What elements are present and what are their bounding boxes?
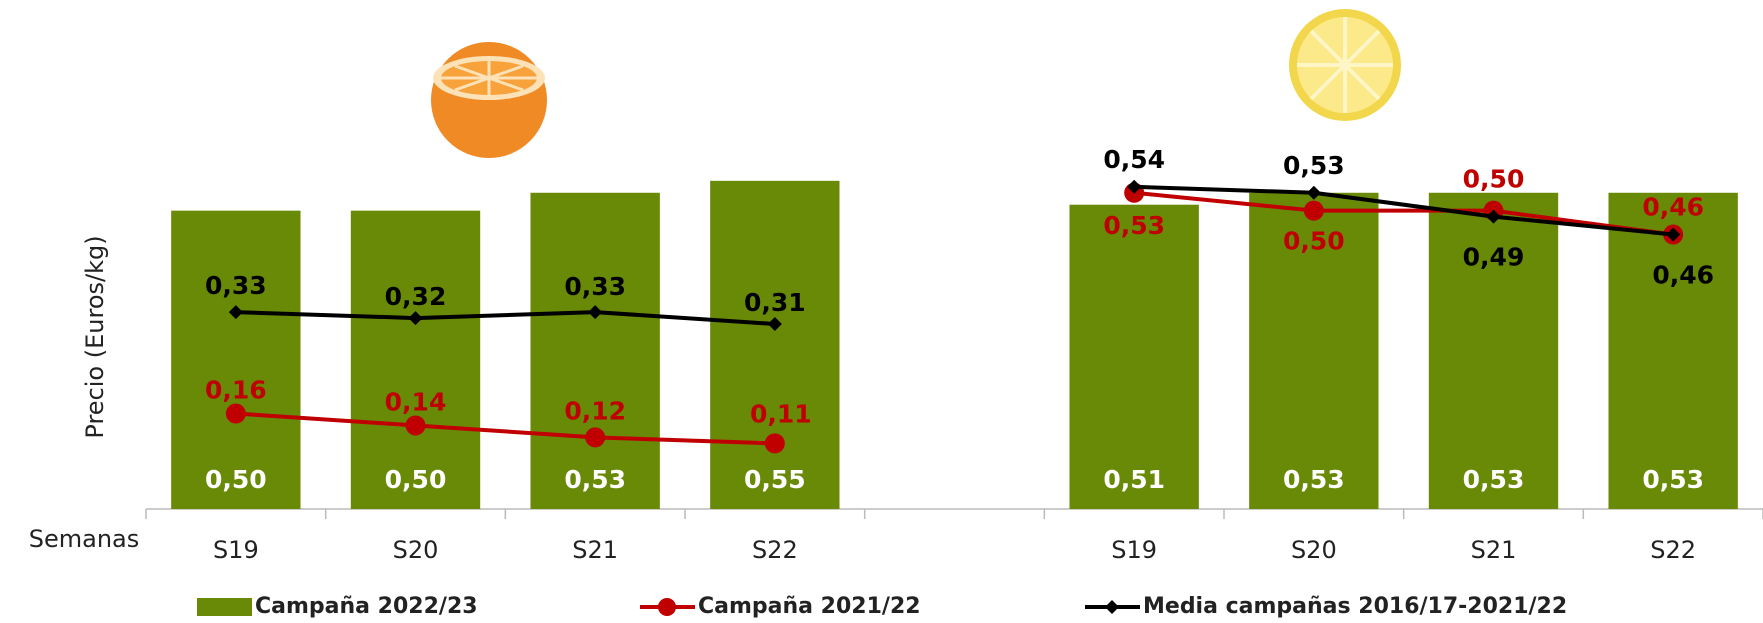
x-axis-label: Semanas: [29, 525, 140, 553]
line-value-label: 0,33: [205, 271, 267, 300]
x-tick-label: S21: [572, 536, 618, 564]
bar: [1429, 193, 1558, 509]
line-value-label: 0,12: [564, 396, 626, 425]
x-tick-label: S22: [752, 536, 798, 564]
chart: Precio (Euros/kg) Semanas S19 S20 S21 S22 S1…: [0, 0, 1763, 623]
bar-value-label: 0,55: [744, 465, 806, 494]
line-value-label: 0,54: [1103, 145, 1165, 174]
line-value-label: 0,50: [1283, 227, 1345, 256]
line-value-label: 0,46: [1642, 193, 1704, 222]
line-value-label: 0,46: [1652, 261, 1714, 290]
bar-value-label: 0,53: [564, 465, 626, 494]
bar-value-label: 0,50: [205, 465, 267, 494]
bar-value-label: 0,50: [385, 465, 447, 494]
legend-marker: [658, 598, 676, 616]
y-axis-label: Precio (Euros/kg): [81, 235, 109, 438]
x-tick-label: S21: [1471, 536, 1517, 564]
bar-value-label: 0,53: [1463, 465, 1525, 494]
legend-swatch: [197, 598, 252, 616]
x-tick-label: S22: [1650, 536, 1696, 564]
x-tick-label: S20: [1291, 536, 1337, 564]
marker: [226, 404, 246, 424]
marker: [765, 433, 785, 453]
x-tick-label: S19: [213, 536, 259, 564]
line-value-label: 0,49: [1463, 243, 1525, 272]
line-value-label: 0,16: [205, 376, 267, 405]
marker: [1304, 201, 1324, 221]
line-value-label: 0,33: [564, 272, 626, 301]
bar: [530, 193, 659, 509]
bar-value-label: 0,51: [1103, 465, 1165, 494]
marker: [585, 427, 605, 447]
lemon-icon: [1289, 9, 1401, 121]
line-value-label: 0,53: [1283, 151, 1345, 180]
bar: [710, 181, 839, 509]
legend-label: Campaña 2022/23: [255, 594, 478, 619]
legend-label: Media campañas 2016/17-2021/22: [1143, 594, 1567, 619]
x-tick-label: S19: [1111, 536, 1157, 564]
line-value-label: 0,14: [385, 387, 447, 416]
line-value-label: 0,50: [1463, 165, 1525, 194]
orange-icon: [431, 42, 547, 158]
bar-value-label: 0,53: [1642, 465, 1704, 494]
bar-value-label: 0,53: [1283, 465, 1345, 494]
line-value-label: 0,32: [385, 282, 447, 311]
bar: [1069, 205, 1198, 509]
marker: [406, 415, 426, 435]
line-value-label: 0,53: [1103, 211, 1165, 240]
legend-label: Campaña 2021/22: [698, 594, 921, 619]
line-value-label: 0,31: [744, 288, 806, 317]
legend-marker: [1105, 600, 1119, 614]
x-tick-label: S20: [393, 536, 439, 564]
line-value-label: 0,11: [750, 399, 812, 428]
